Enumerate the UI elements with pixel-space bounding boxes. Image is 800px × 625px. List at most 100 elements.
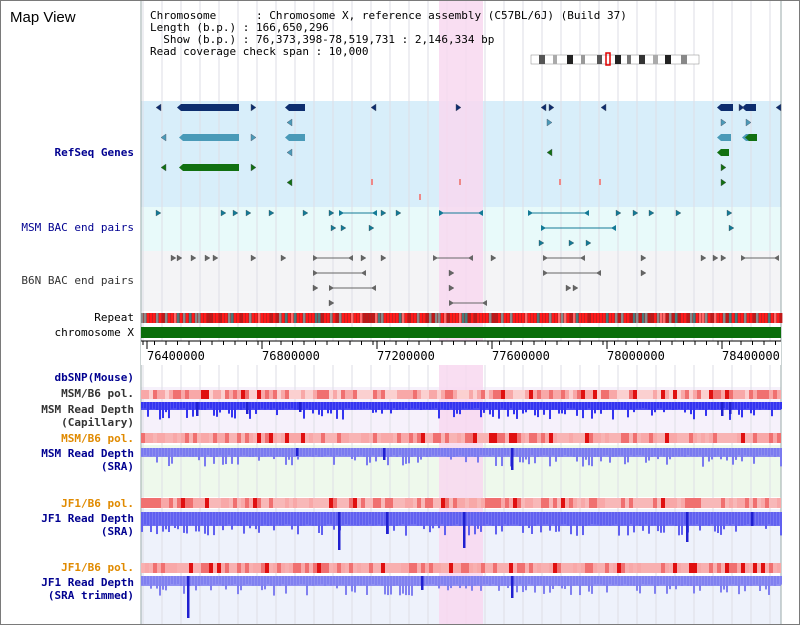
- depth-bar: [630, 448, 632, 456]
- depth-bar: [168, 448, 170, 467]
- polymorphism-cell: [709, 563, 713, 573]
- depth-bar: [549, 402, 551, 420]
- depth-bar: [201, 402, 203, 410]
- chromosome-ideogram[interactable]: [530, 52, 700, 66]
- polymorphism-cell: [429, 563, 433, 573]
- polymorphism-cell: [613, 390, 617, 399]
- repeat-segment: [465, 313, 468, 323]
- dbsnp-label[interactable]: dbSNP(Mouse): [54, 371, 134, 384]
- depth-bar: [693, 576, 695, 594]
- depth-bar: [675, 512, 677, 526]
- repeat-segment: [285, 313, 288, 323]
- polymorphism-cell: [301, 433, 305, 443]
- polymorphism-cell: [149, 563, 153, 573]
- depth-bar: [375, 576, 377, 585]
- polymorphism-cell: [613, 498, 617, 508]
- depth-bar: [666, 512, 668, 526]
- polymorphism-cell: [157, 563, 161, 573]
- depth-bar: [360, 576, 362, 586]
- depth-bar: [141, 576, 143, 585]
- polymorphism-cell: [677, 390, 681, 399]
- repeat-segment: [732, 313, 735, 323]
- refseq-track-label[interactable]: RefSeq Genes: [54, 146, 134, 159]
- polymorphism-cell: [301, 498, 305, 508]
- depth-bar: [507, 402, 509, 417]
- depth-bar: [501, 576, 503, 586]
- polymorphism-cell: [725, 433, 729, 443]
- depth-bar: [567, 448, 569, 457]
- depth-bar: [630, 402, 632, 410]
- depth-bar: [444, 402, 446, 410]
- depth-bar: [273, 512, 275, 531]
- repeat-track-label: Repeat: [94, 311, 134, 324]
- polymorphism-cell: [401, 498, 405, 508]
- depth-bar: [492, 512, 494, 526]
- repeat-segment: [477, 313, 480, 323]
- repeat-segment: [417, 313, 420, 323]
- gene-glyph: [250, 133, 257, 142]
- polymorphism-cell: [317, 390, 321, 399]
- depth-bar: [378, 576, 380, 585]
- depth-bar: [414, 576, 416, 586]
- repeat-segment: [333, 313, 336, 323]
- depth-bar: [582, 512, 584, 536]
- bac-end-pairs-features[interactable]: [155, 209, 779, 307]
- polymorphism-cell: [549, 390, 553, 399]
- repeat-segment: [750, 313, 753, 323]
- depth-bar: [396, 512, 398, 526]
- gene-glyph: [745, 118, 752, 127]
- depth-bar: [165, 448, 167, 457]
- polymorphism-cell: [281, 563, 285, 573]
- depth-bar: [180, 402, 182, 409]
- depth-bar: [744, 512, 746, 525]
- polymorphism-cell: [749, 563, 753, 573]
- polymorphism-cell: [533, 433, 537, 443]
- depth-bar: [279, 576, 281, 586]
- repeat-segment: [720, 313, 723, 323]
- depth-bar: [201, 576, 203, 585]
- polymorphism-cell: [429, 390, 433, 399]
- polymorphism-cell: [677, 498, 681, 508]
- polymorphism-cell: [489, 498, 493, 508]
- depth-bar: [741, 512, 743, 526]
- repeat-segment: [522, 313, 525, 323]
- depth-bar: [552, 576, 554, 589]
- depth-bar: [633, 402, 635, 413]
- depth-bar: [234, 512, 236, 525]
- depth-bar: [222, 576, 224, 586]
- polymorphism-cell: [273, 433, 277, 443]
- polymorphism-cell: [601, 563, 605, 573]
- depth-bar: [591, 402, 593, 419]
- depth-bar: [477, 448, 479, 463]
- depth-bar: [342, 448, 344, 456]
- depth-bar: [339, 402, 341, 409]
- polymorphism-cell: [773, 498, 777, 508]
- repeat-segment: [231, 313, 234, 323]
- repeat-segment: [681, 313, 684, 323]
- depth-bar: [156, 448, 158, 463]
- depth-bar: [606, 402, 608, 410]
- depth-bar: [774, 576, 776, 586]
- depth-bar: [624, 512, 626, 525]
- depth-bar: [741, 402, 743, 418]
- refseq-genes-features[interactable]: [155, 103, 782, 200]
- polymorphism-cell: [645, 390, 649, 399]
- gene-glyph: [160, 163, 167, 172]
- polymorphism-cell: [165, 498, 169, 508]
- gene-feature: [183, 164, 239, 171]
- depth-bar: [411, 512, 413, 525]
- depth-bar: [780, 576, 782, 585]
- depth-bar: [621, 512, 623, 526]
- depth-bar: [597, 402, 599, 410]
- polymorphism-cell: [509, 390, 513, 399]
- polymorphism-cell: [461, 390, 465, 399]
- msm-bac-track-label[interactable]: MSM BAC end pairs: [21, 221, 134, 234]
- repeat-segment: [660, 313, 663, 323]
- depth-bar: [348, 402, 350, 409]
- depth-bar: [762, 448, 764, 456]
- b6n-bac-track-label[interactable]: B6N BAC end pairs: [21, 274, 134, 287]
- polymorphism-cell: [505, 498, 509, 508]
- polymorphism-cell: [769, 390, 773, 399]
- polymorphism-cell: [385, 390, 389, 399]
